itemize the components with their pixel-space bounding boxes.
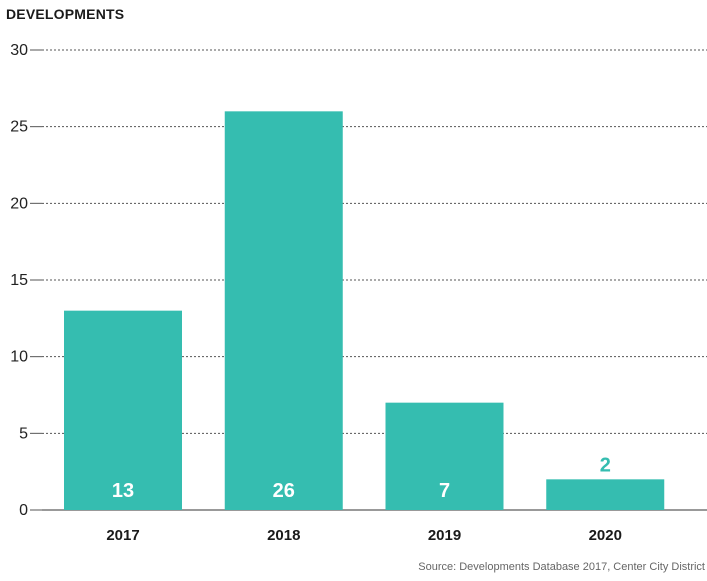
data-label: 13: [112, 480, 134, 502]
data-label: 26: [273, 480, 295, 502]
source-note: Source: Developments Database 2017, Cent…: [418, 561, 705, 573]
data-labels: 13 26 7 2: [112, 454, 611, 502]
bars: [64, 111, 665, 510]
bar: [224, 111, 343, 510]
x-tick-label: 2018: [267, 527, 300, 544]
x-tick-label: 2017: [106, 527, 139, 544]
x-tick-label: 2019: [428, 527, 461, 544]
bar: [546, 479, 665, 510]
y-tick-label: 15: [10, 272, 28, 289]
y-axis-ticks: 0 5 10 15 20 25 30: [10, 42, 42, 519]
bar: [64, 310, 182, 510]
data-label: 7: [439, 480, 450, 502]
bar: [385, 402, 504, 510]
data-label: 2: [600, 454, 611, 476]
y-tick-label: 5: [19, 425, 28, 442]
x-axis-ticks: 2017 2018 2019 2020: [106, 527, 622, 544]
y-axis-label: DEVELOPMENTS: [6, 6, 125, 22]
y-tick-label: 30: [10, 42, 28, 59]
y-tick-label: 10: [10, 349, 28, 366]
x-tick-label: 2020: [589, 527, 622, 544]
y-tick-label: 20: [10, 195, 28, 212]
y-tick-label: 25: [10, 119, 28, 136]
y-tick-label: 0: [19, 502, 28, 519]
